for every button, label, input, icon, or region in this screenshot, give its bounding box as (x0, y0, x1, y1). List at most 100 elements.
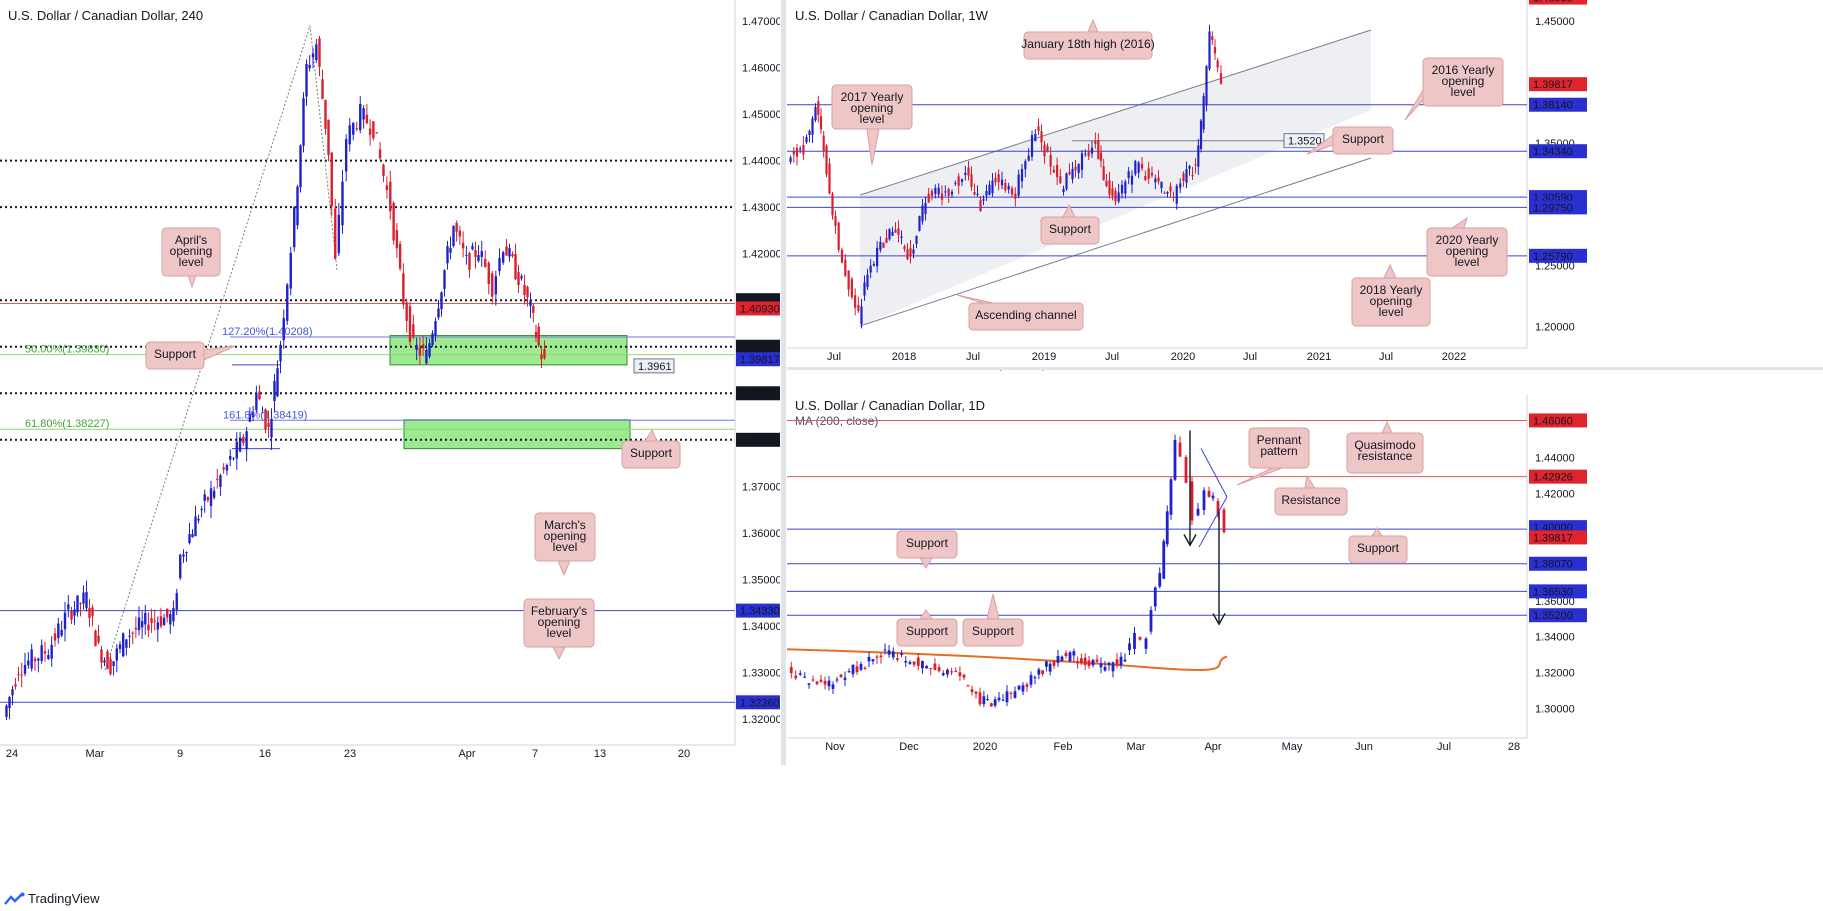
chart-4h[interactable]: U.S. Dollar / Canadian Dollar, 240 1.4700… (0, 0, 780, 765)
candle-body (1138, 637, 1142, 640)
candle-body (1207, 490, 1211, 497)
tradingview-brand[interactable]: TradingView (28, 891, 100, 906)
candle-body (359, 104, 362, 131)
callout-support: Support (972, 624, 1015, 638)
candle-body (976, 193, 979, 195)
candle-body (225, 465, 229, 471)
price-tag: 1.34340 (1533, 146, 1573, 158)
candle-body (930, 191, 934, 196)
callout-ascending-channel: Ascending channel (975, 308, 1076, 322)
candle-body (985, 190, 988, 196)
y-tick-label: 1.43000 (742, 202, 780, 214)
candle-body (1111, 662, 1115, 672)
candle-body (60, 629, 63, 636)
candle-body (382, 164, 385, 177)
x-tick-label: Dec (899, 741, 919, 753)
x-tick-label: 23 (344, 748, 356, 760)
chart-4h-panel[interactable]: U.S. Dollar / Canadian Dollar, 240 1.4700… (0, 0, 780, 765)
candle-body (1163, 192, 1166, 194)
candle-body (1010, 188, 1014, 195)
candle-body (1087, 660, 1091, 666)
candle-body (860, 306, 863, 325)
callout-support-box (896, 618, 958, 647)
candle-body (974, 691, 978, 694)
candle-body (1071, 168, 1074, 180)
x-tick-label: Nov (825, 741, 845, 753)
candle-body (1216, 60, 1219, 68)
candle-body (1119, 656, 1123, 666)
candle-body (950, 191, 954, 195)
candle-body (970, 689, 974, 693)
candle-body (1144, 638, 1148, 649)
candle-body (302, 98, 305, 146)
callout-support: Support (1049, 222, 1092, 236)
candle-body (337, 214, 341, 254)
candle-body (803, 676, 807, 678)
candle-body (529, 300, 532, 307)
callout-2018-yearly: 2018 Yearly (1360, 283, 1423, 297)
candle-body (169, 613, 172, 625)
candle-body (962, 674, 966, 678)
price-tag-bg (1529, 556, 1587, 571)
candle-body (511, 254, 514, 257)
fib-label: 161.8%(1.38419) (223, 409, 307, 421)
candle-body (1062, 189, 1065, 193)
candle-body (817, 101, 820, 115)
y-tick-label: 1.33000 (742, 668, 780, 680)
vertical-divider[interactable] (781, 0, 786, 765)
candle-body (137, 617, 141, 631)
callout-support-box (1348, 535, 1408, 564)
candle-body (1102, 166, 1105, 181)
candle-body (825, 145, 828, 175)
candle-body (282, 318, 285, 341)
candle-body (1196, 508, 1200, 516)
candle-body (918, 215, 921, 231)
candle-body (30, 649, 33, 669)
price-tag-bg (736, 339, 780, 354)
candle-body (330, 152, 333, 207)
candle-body (216, 478, 219, 480)
candle-body (1216, 501, 1220, 515)
candle-body (372, 121, 375, 139)
callout-2017-yearly: opening (851, 101, 894, 115)
candle-body (958, 672, 962, 677)
price-tag: 1.46900 (1533, 0, 1573, 5)
candle-body (1199, 120, 1203, 149)
candle-body (1157, 177, 1160, 182)
x-tick-label: Jul (1243, 351, 1257, 363)
candle-body (156, 622, 160, 630)
chart-daily[interactable]: FX:USDCAD, 1D 1.39817 ▼ −0.01260 (−0.89%… (787, 370, 1823, 765)
tradingview-logo-icon (4, 892, 25, 905)
candle-body (1021, 685, 1025, 692)
candle-body (799, 148, 802, 150)
candle-body (245, 431, 248, 450)
horizontal-divider[interactable] (787, 367, 1823, 370)
y-tick-label: 1.44000 (1535, 452, 1575, 464)
candle-body (334, 208, 337, 259)
candle-body (355, 128, 358, 130)
candle-body (255, 392, 258, 411)
support-boxed-value-box (1283, 133, 1325, 149)
price-tag-bg (736, 432, 780, 447)
candle-body (125, 639, 128, 648)
chart-weekly-panel[interactable]: U.S. Dollar / Canadian Dollar, 1W 1.45000… (787, 0, 1823, 370)
candle-body (982, 199, 985, 201)
candle-body (1178, 442, 1182, 457)
candle-body (526, 287, 529, 298)
chart-weekly[interactable]: U.S. Dollar / Canadian Dollar, 1W 1.45000… (787, 0, 1823, 370)
candle-body (802, 144, 805, 155)
callout-quasimodo-pointer (1381, 420, 1393, 434)
candle-body (964, 172, 967, 176)
candle-body (279, 344, 282, 362)
candle-body (264, 409, 267, 430)
callout-2017-yearly-pointer (866, 128, 880, 166)
candle-body (1027, 155, 1030, 161)
price-tag-bg (736, 695, 780, 710)
candle-body (921, 660, 924, 669)
callout-aprils-opening-box (161, 227, 221, 277)
candle-body (798, 673, 802, 675)
candle-body (916, 657, 920, 666)
candle-body (67, 604, 70, 610)
price-tag: 1.39000 (740, 388, 780, 400)
chart-daily-panel[interactable]: FX:USDCAD, 1D 1.39817 ▼ −0.01260 (−0.89%… (787, 370, 1823, 765)
